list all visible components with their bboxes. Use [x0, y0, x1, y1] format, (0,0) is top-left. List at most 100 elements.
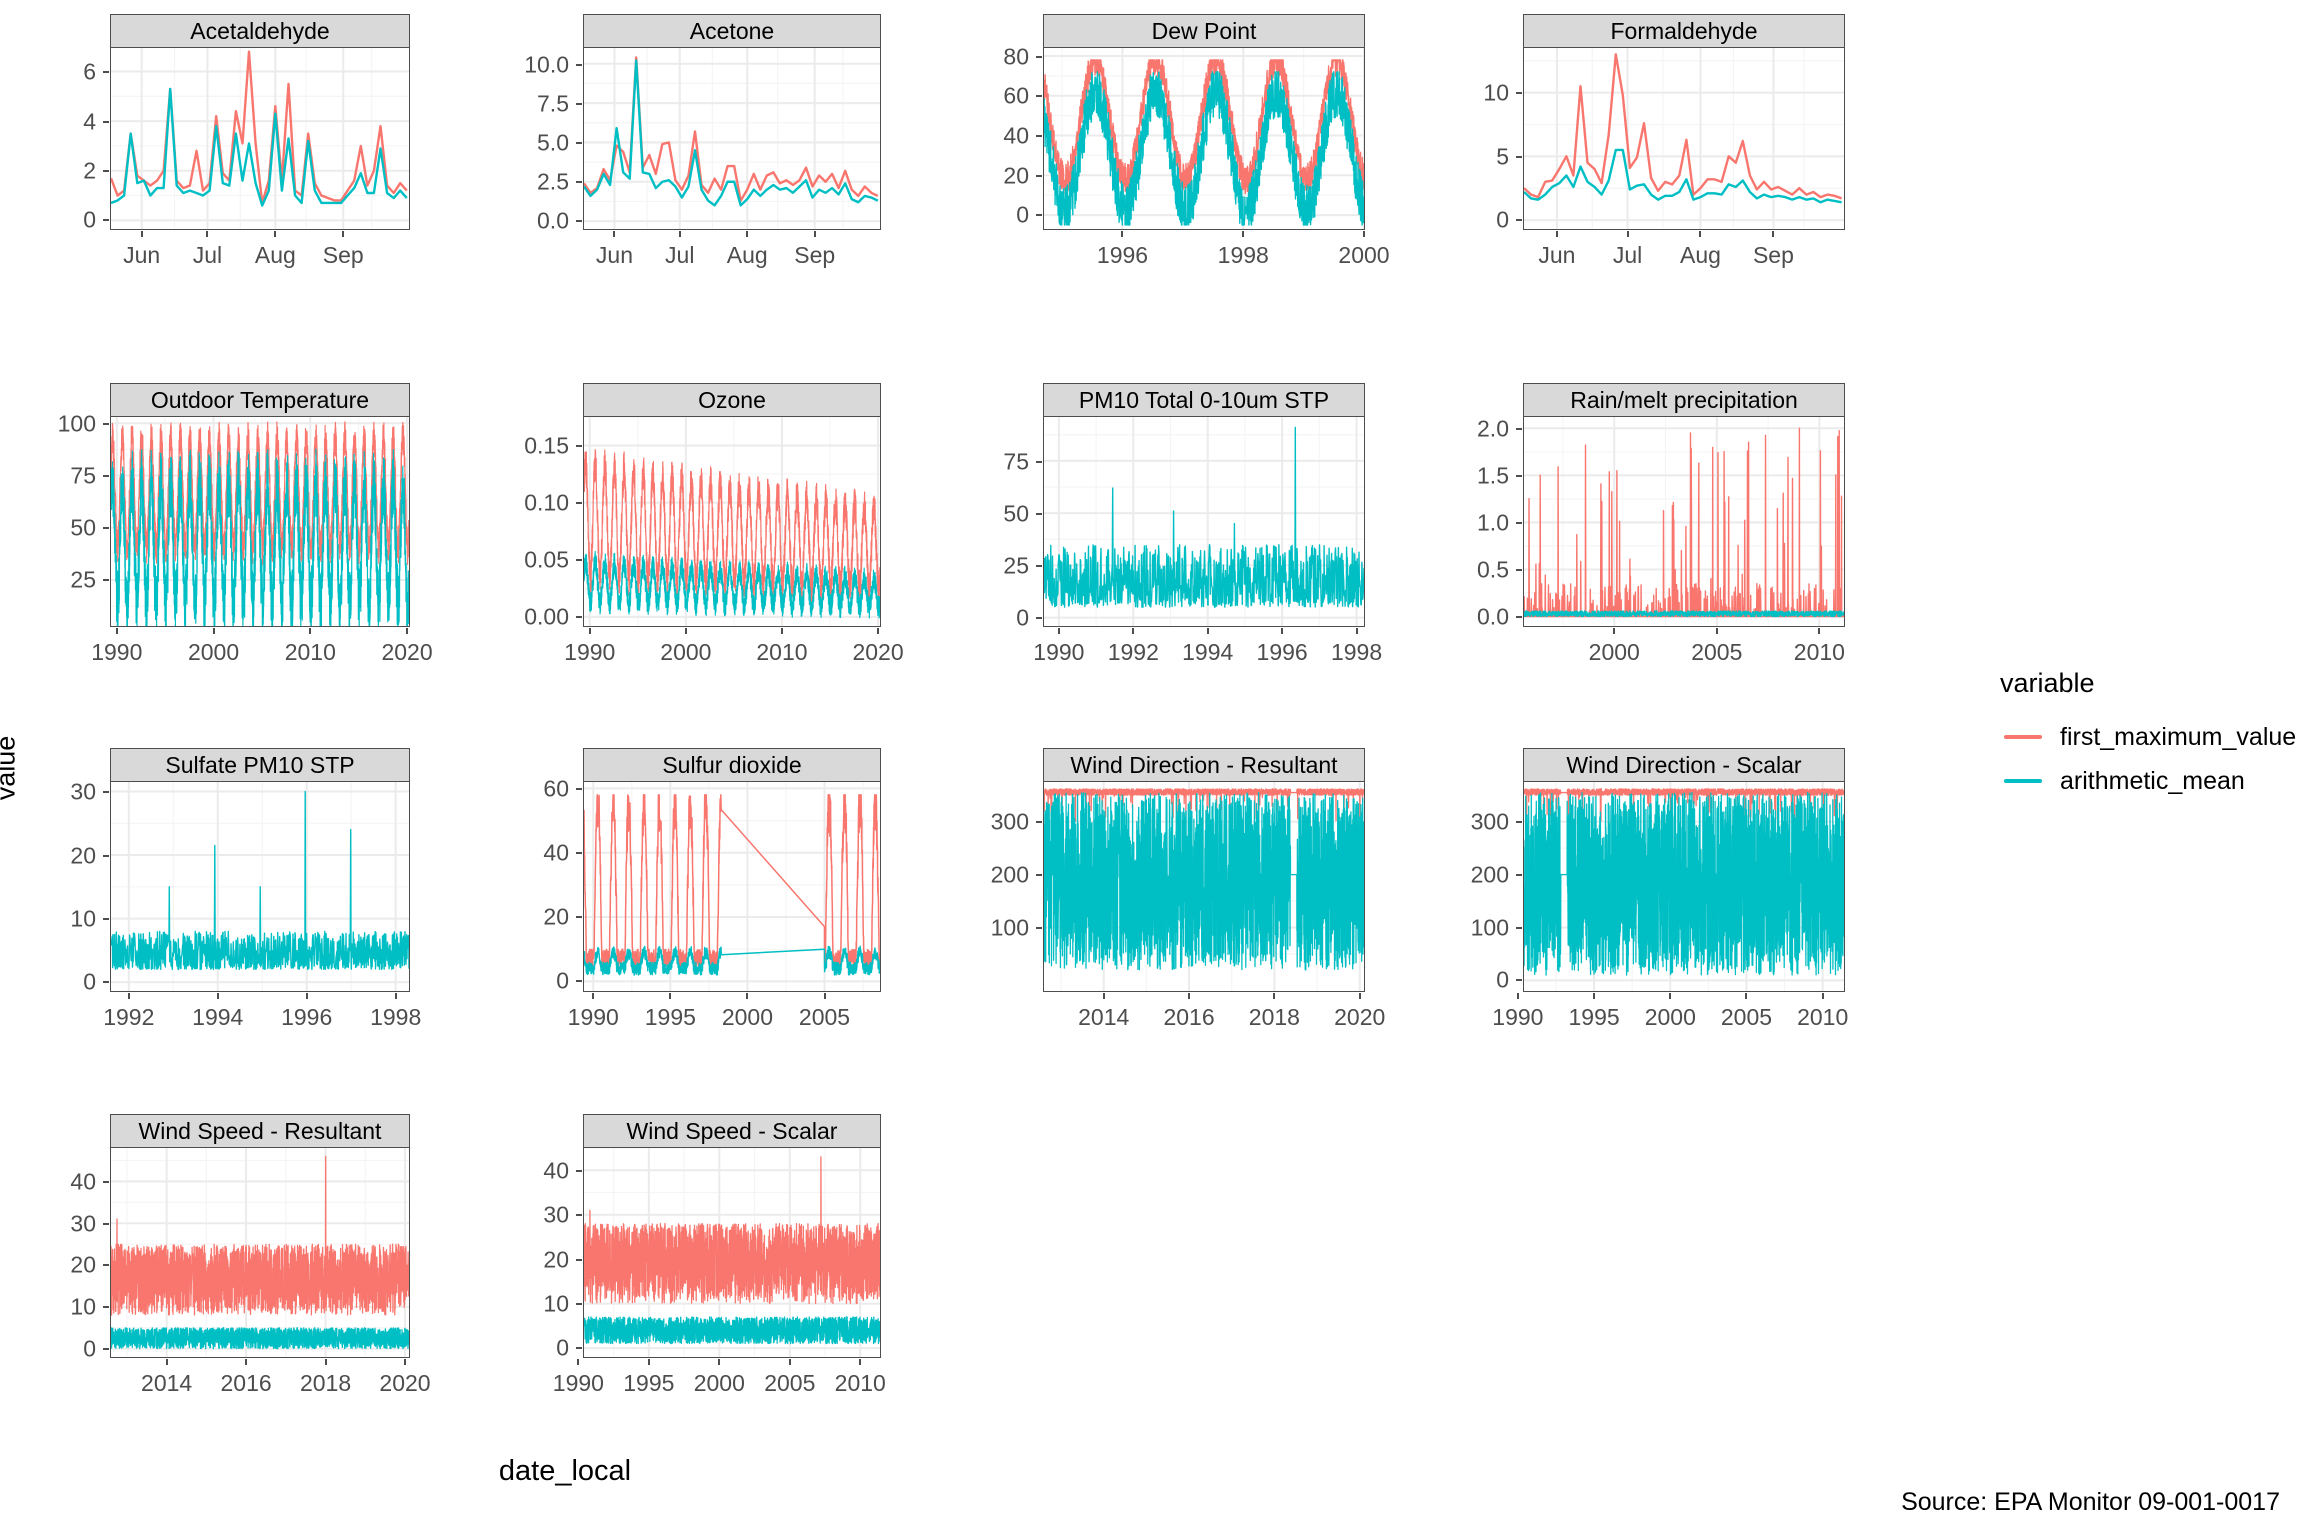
x-tick-label: 1998: [1217, 242, 1269, 268]
x-tick-label: 1998: [1330, 639, 1383, 665]
y-tick-mark: [576, 1347, 582, 1350]
facet-panel-sulfur-dioxide: Sulfur dioxide: [583, 748, 881, 992]
x-tick-label: 1996: [1256, 639, 1308, 665]
y-tick-label: 30: [70, 778, 96, 805]
legend-item-label: first_maximum_value: [2060, 722, 2297, 751]
y-tick-mark: [1036, 616, 1042, 619]
panel-strip-title: Acetone: [583, 14, 881, 48]
y-tick-label: 200: [990, 861, 1029, 888]
y-tick-mark: [576, 1258, 582, 1261]
x-tick-label: 1990: [552, 1370, 604, 1396]
x-tick-label: 1995: [623, 1370, 675, 1396]
panel-strip-title: Ozone: [583, 383, 881, 417]
y-tick-label: 10: [70, 1293, 96, 1320]
panel-strip-title: Sulfur dioxide: [583, 748, 881, 782]
x-tick-mark: [1206, 628, 1209, 634]
y-tick-mark: [576, 980, 582, 983]
x-tick-mark: [788, 1359, 791, 1365]
x-tick-mark: [1516, 993, 1519, 999]
y-tick-mark: [1036, 821, 1042, 824]
panel-plot-area: [1523, 782, 1845, 992]
x-tick-label: 2005: [764, 1370, 816, 1396]
x-tick-label: 2010: [756, 639, 808, 665]
x-tick-label: 2000: [1644, 1004, 1696, 1030]
x-tick-label: 2000: [660, 639, 712, 665]
y-tick-label: 0: [1496, 966, 1509, 993]
y-tick-mark: [576, 102, 582, 105]
x-tick-label: 2010: [1797, 1004, 1849, 1030]
x-tick-label: 1990: [91, 639, 143, 665]
x-tick-mark: [669, 993, 672, 999]
facet-panel-acetone: Acetone: [583, 14, 881, 230]
y-tick-label: 2: [83, 157, 96, 184]
x-tick-label: 1995: [644, 1004, 696, 1030]
panel-plot-area: [1043, 782, 1365, 992]
y-tick-mark: [576, 1214, 582, 1217]
x-tick-label: 2016: [1163, 1004, 1215, 1030]
x-tick-mark: [1363, 231, 1365, 237]
legend-item-arithmetic-mean[interactable]: arithmetic_mean: [2000, 759, 2296, 803]
x-tick-mark: [859, 1359, 862, 1365]
legend-key-icon: [2000, 759, 2046, 803]
panel-strip-title: Rain/melt precipitation: [1523, 383, 1845, 417]
y-tick-label: 100: [1470, 914, 1509, 941]
y-tick-label: 10: [70, 905, 96, 932]
y-tick-mark: [1516, 926, 1522, 929]
x-tick-label: 1990: [1492, 1004, 1544, 1030]
facet-panel-wind-direction-scalar: Wind Direction - Scalar: [1523, 748, 1845, 992]
x-tick-label: 1996: [1096, 242, 1149, 268]
y-tick-mark: [576, 141, 582, 144]
facet-panel-sulfate-pm10-stp: Sulfate PM10 STP: [110, 748, 410, 992]
y-tick-mark: [103, 71, 109, 74]
y-tick-mark: [1036, 174, 1042, 177]
panel-plot-area: [583, 417, 881, 627]
x-tick-label: 2000: [1588, 639, 1640, 665]
legend-key-icon: [2000, 715, 2046, 759]
panel-plot-area: [1523, 417, 1845, 627]
x-tick-mark: [1057, 628, 1060, 634]
y-tick-label: 30: [543, 1201, 569, 1228]
y-tick-label: 80: [1003, 43, 1029, 70]
x-tick-label: 1995: [1568, 1004, 1620, 1030]
legend: variable first_maximum_value arithmetic_m…: [2000, 668, 2296, 803]
legend-title: variable: [2000, 668, 2095, 698]
panel-plot-area: [110, 48, 410, 230]
panel-plot-area: [1523, 48, 1845, 230]
x-tick-label: 2000: [693, 1370, 745, 1396]
y-tick-label: 60: [1003, 82, 1029, 109]
x-tick-mark: [813, 231, 816, 237]
y-tick-label: 0.00: [524, 603, 569, 630]
y-tick-mark: [1036, 564, 1042, 567]
y-tick-mark: [1516, 821, 1522, 824]
y-tick-label: 40: [543, 1157, 569, 1184]
facet-panel-wind-direction-resultant: Wind Direction - Resultant: [1043, 748, 1365, 992]
x-tick-label: 1998: [370, 1004, 422, 1030]
x-tick-label: 2010: [284, 639, 336, 665]
legend-item-first-maximum-value[interactable]: first_maximum_value: [2000, 715, 2296, 759]
facet-panel-wind-speed-scalar: Wind Speed - Scalar: [583, 1114, 881, 1358]
x-tick-label: Sep: [1752, 242, 1794, 268]
x-tick-label: 2020: [852, 639, 904, 665]
y-tick-label: 4: [83, 108, 96, 135]
y-tick-mark: [576, 1170, 582, 1173]
y-tick-label: 25: [1003, 552, 1029, 579]
y-tick-mark: [1036, 214, 1042, 217]
y-tick-mark: [576, 615, 582, 618]
x-tick-mark: [613, 231, 616, 237]
y-tick-label: 20: [543, 1246, 569, 1273]
x-tick-mark: [718, 1359, 721, 1365]
x-tick-mark: [1273, 993, 1276, 999]
y-tick-mark: [103, 579, 109, 582]
facet-panel-acetaldehyde: Acetaldehyde: [110, 14, 410, 230]
x-tick-label: 2018: [1248, 1004, 1300, 1030]
x-tick-mark: [746, 231, 749, 237]
x-tick-label: 2020: [379, 1370, 431, 1396]
x-tick-mark: [592, 993, 595, 999]
y-tick-mark: [576, 220, 582, 223]
x-tick-mark: [1132, 628, 1135, 634]
facet-panel-wind-speed-resultant: Wind Speed - Resultant: [110, 1114, 410, 1358]
x-tick-label: Jun: [123, 242, 161, 268]
panel-strip-title: Wind Speed - Scalar: [583, 1114, 881, 1148]
x-tick-mark: [823, 993, 826, 999]
panel-plot-area: [583, 48, 881, 230]
